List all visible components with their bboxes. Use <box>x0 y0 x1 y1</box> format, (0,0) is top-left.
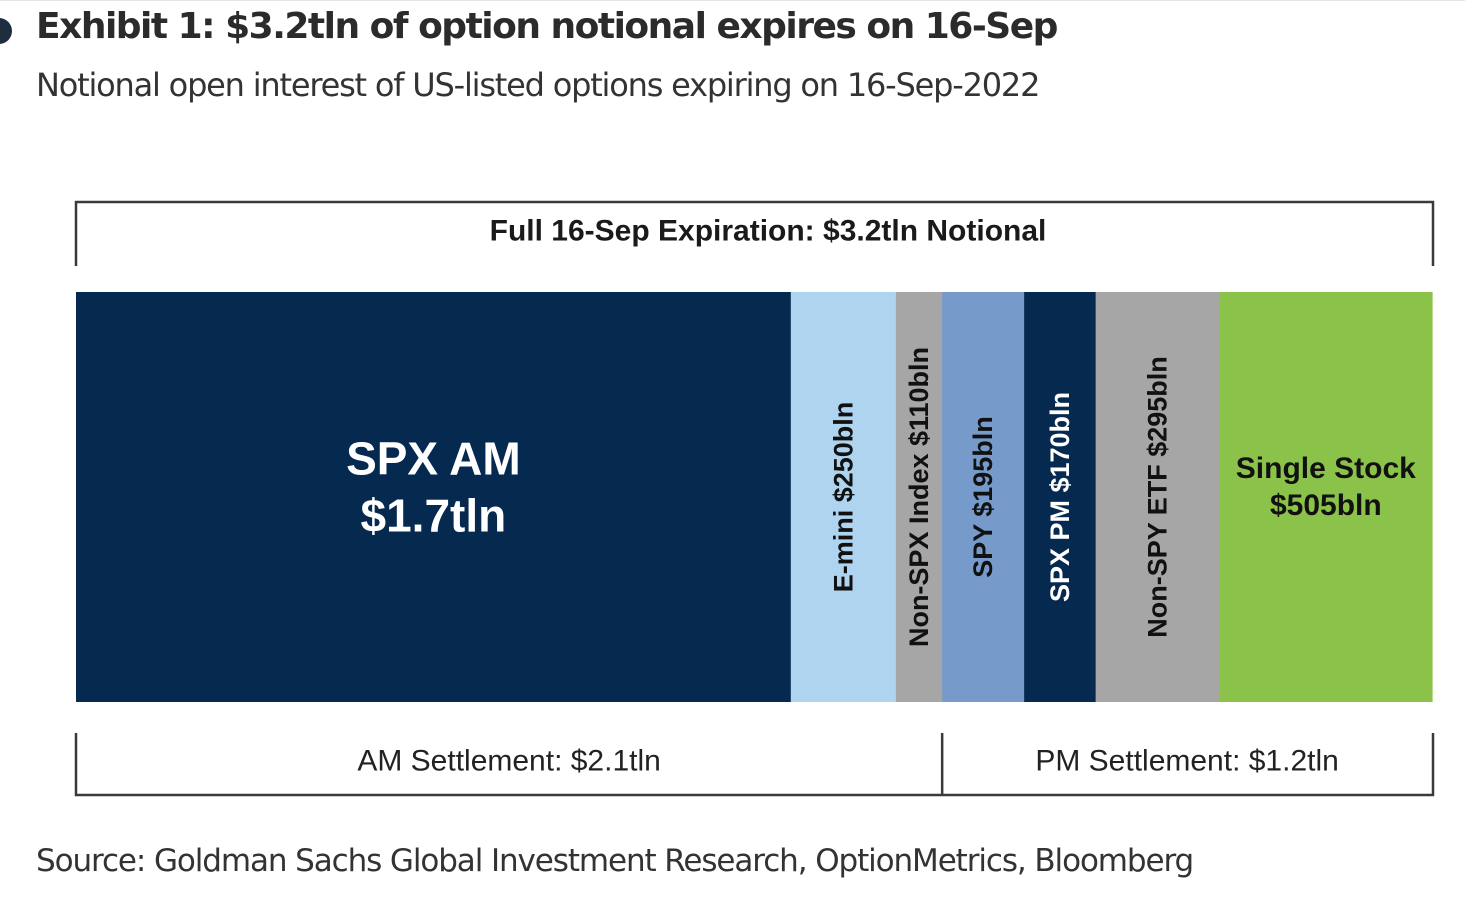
segment-single-stock <box>1219 292 1433 702</box>
segment-e-mini <box>790 292 897 702</box>
segment-spx-pm <box>1024 292 1097 702</box>
segment-label-single-stock-line-1: Single Stock <box>1236 452 1416 485</box>
source-note: Source: Goldman Sachs Global Investment … <box>36 843 1194 879</box>
chart-segments <box>76 292 1433 702</box>
segment-label-single-stock-line-2: $505bln <box>1270 489 1382 522</box>
settlement-bracket: AM Settlement: $2.1tln PM Settlement: $1.… <box>74 733 1435 797</box>
top-rule <box>0 0 1465 1</box>
segment-spy <box>942 292 1025 702</box>
segment-spx-am <box>76 292 792 702</box>
chart-segment-labels: SPX AM$1.7tln E-mini $250bln Non-SPX Index… <box>346 347 1416 647</box>
chart-subtitle: Notional open interest of US-listed opti… <box>36 66 1040 104</box>
segment-label-spx-am-line-1: SPX AM <box>346 433 521 485</box>
segment-non-spy-etf <box>1095 292 1221 702</box>
header-bullet-icon <box>0 18 12 44</box>
settlement-label-am: AM Settlement: $2.1tln <box>357 745 661 778</box>
total-bracket-label: Full 16-Sep Expiration: $3.2tln Notional <box>490 215 1047 248</box>
segment-label-spx-am-line-2: $1.7tln <box>361 490 507 542</box>
segment-label-non-spx-index: Non-SPX Index $110bln <box>904 347 934 647</box>
segment-non-spx-index <box>895 292 943 702</box>
total-bracket: Full 16-Sep Expiration: $3.2tln Notional <box>74 200 1435 266</box>
chart-title: Exhibit 1: $3.2tln of option notional ex… <box>36 6 1058 47</box>
segment-label-spy: SPY $195bln <box>968 416 998 578</box>
segment-label-e-mini: E-mini $250bln <box>828 402 858 593</box>
total-bracket-line <box>74 200 1435 266</box>
settlement-label-pm: PM Settlement: $1.2tln <box>1035 745 1339 778</box>
segment-label-spx-pm: SPX PM $170bln <box>1045 392 1075 602</box>
segment-label-non-spy-etf: Non-SPY ETF $295bln <box>1143 356 1173 638</box>
settlement-bracket-line <box>74 733 1435 797</box>
